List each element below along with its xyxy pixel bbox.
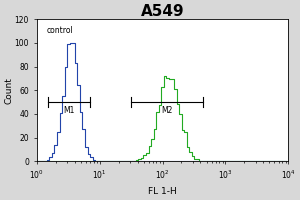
Title: A549: A549 [141, 4, 184, 19]
Text: M1: M1 [63, 106, 75, 115]
Y-axis label: Count: Count [4, 77, 13, 104]
Text: control: control [46, 26, 73, 35]
X-axis label: FL 1-H: FL 1-H [148, 187, 177, 196]
Text: M2: M2 [162, 106, 173, 115]
